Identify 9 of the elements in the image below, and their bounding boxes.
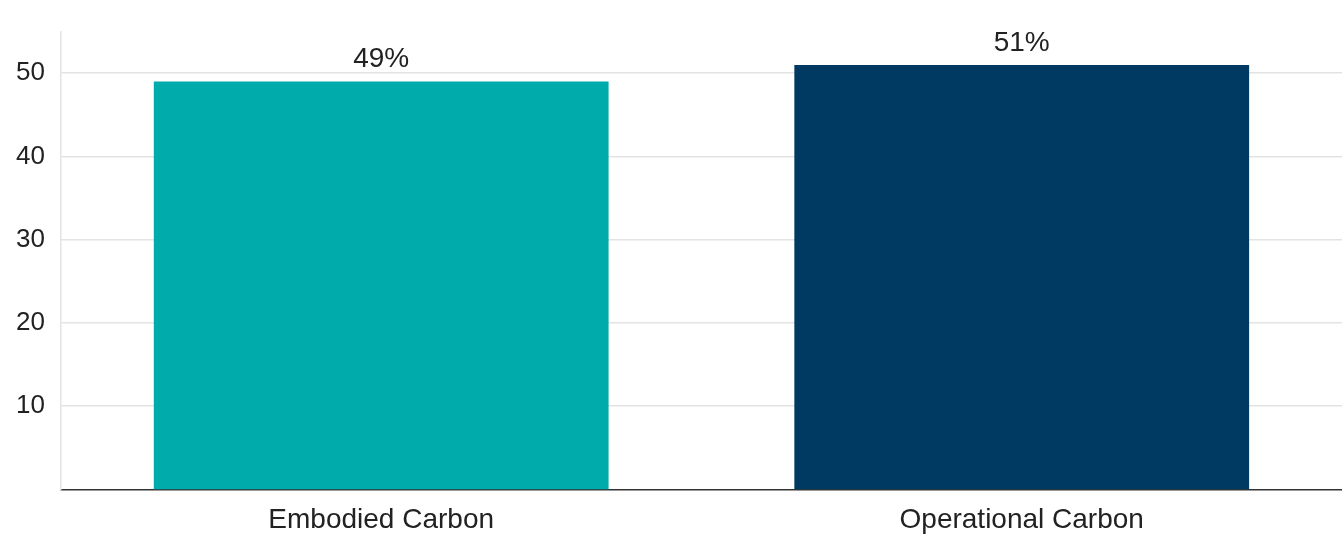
- y-tick-label: 20: [16, 306, 45, 337]
- data-label: 51%: [993, 25, 1050, 57]
- y-tick-label: 40: [16, 139, 45, 170]
- y-tick-label: 10: [16, 389, 45, 420]
- data-label: 49%: [353, 42, 410, 74]
- y-tick-label: 30: [16, 222, 45, 253]
- y-tick-label: 50: [16, 56, 45, 87]
- x-tick-label: Operational Carbon: [899, 502, 1144, 534]
- x-tick-label: Embodied Carbon: [268, 502, 495, 534]
